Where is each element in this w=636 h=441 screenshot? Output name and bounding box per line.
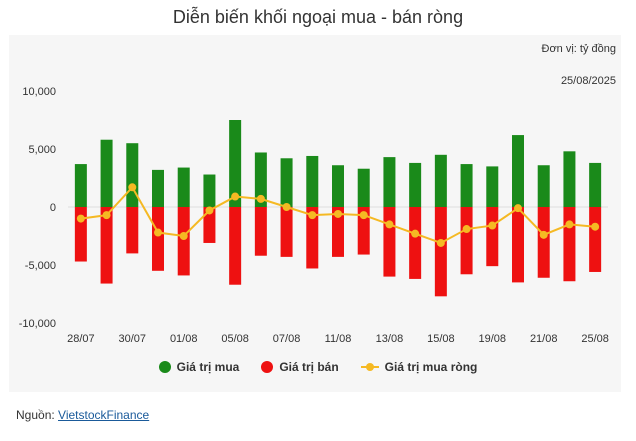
x-tick-label: 25/08: [581, 333, 609, 345]
source-prefix: Nguồn:: [16, 408, 59, 422]
buy-bar: [229, 120, 242, 207]
y-tick-label: 10,000: [22, 86, 56, 98]
net-point: [308, 211, 317, 220]
sell-bar: [229, 207, 242, 285]
buy-bar: [589, 162, 602, 207]
chart-title: Diễn biến khối ngoại mua - bán ròng: [172, 7, 464, 27]
net-point: [128, 183, 137, 192]
sell-bar: [100, 207, 113, 284]
net-point: [205, 206, 214, 215]
net-point: [76, 214, 85, 223]
net-point: [154, 228, 162, 237]
sell-swatch-icon: [261, 361, 274, 373]
sell-bar: [383, 207, 396, 277]
y-tick-label: 5,000: [28, 144, 56, 156]
y-tick-label: -10,000: [19, 318, 56, 330]
net-point: [462, 225, 471, 234]
sell-bar: [589, 207, 602, 272]
buy-bar: [74, 164, 87, 207]
buy-swatch-icon: [158, 361, 171, 373]
x-tick-label: 13/08: [376, 333, 404, 345]
sell-bar: [126, 207, 139, 254]
source-note: Nguồn: VietstockFinance: [16, 408, 149, 422]
net-point: [514, 204, 522, 213]
net-point: [102, 211, 111, 220]
buy-bar: [434, 154, 447, 207]
net-point: [256, 194, 265, 203]
source-link[interactable]: VietstockFinance: [58, 408, 150, 422]
buy-bar: [563, 151, 576, 207]
buy-bar: [306, 155, 319, 207]
buy-bar: [203, 174, 216, 207]
x-tick-label: 05/08: [221, 333, 249, 345]
legend-item-net[interactable]: Giá trị mua ròng: [360, 360, 478, 374]
x-tick-label: 15/08: [427, 333, 455, 345]
net-point: [334, 209, 342, 218]
net-point: [591, 222, 600, 231]
y-tick-label: 0: [50, 202, 56, 214]
sell-bar: [486, 207, 499, 267]
legend-item-buy[interactable]: Giá trị mua: [158, 360, 240, 374]
x-tick-label: 07/08: [273, 333, 301, 345]
net-point: [411, 229, 420, 238]
net-point: [488, 221, 497, 230]
sell-bar: [254, 207, 267, 256]
sell-bar: [357, 207, 370, 255]
x-tick-label: 01/08: [170, 333, 198, 345]
sell-bar: [409, 207, 422, 279]
sell-bar: [460, 207, 473, 275]
buy-bar: [460, 164, 473, 207]
buy-bar: [383, 157, 396, 207]
date-label: 25/08/2025: [560, 75, 616, 87]
sell-bar: [203, 207, 216, 243]
buy-bar: [486, 166, 499, 207]
net-point: [231, 192, 240, 201]
buy-bar: [126, 143, 139, 207]
net-point: [359, 211, 368, 220]
sell-bar: [537, 207, 550, 278]
x-tick-label: 30/07: [119, 333, 147, 345]
legend-label-sell: Giá trị bán: [279, 360, 339, 374]
x-tick-label: 11/08: [325, 333, 352, 345]
sell-bar: [512, 207, 524, 283]
buy-bar: [409, 162, 422, 207]
buy-bar: [152, 169, 164, 207]
sell-bar: [152, 207, 164, 271]
net-point: [282, 203, 291, 211]
buy-bar: [537, 165, 550, 207]
buy-bar: [357, 168, 370, 207]
legend: Giá trị mua Giá trị bán Giá trị mua ròng: [0, 360, 636, 374]
buy-bar: [332, 165, 344, 207]
sell-bar: [434, 207, 447, 297]
sell-bar: [306, 207, 319, 269]
net-point: [436, 238, 445, 247]
buy-bar: [280, 158, 293, 207]
x-tick-label: 21/08: [530, 333, 558, 345]
sell-bar: [177, 207, 190, 276]
y-tick-label: -5,000: [25, 260, 56, 272]
net-point: [565, 220, 574, 229]
unit-label: Đơn vị: tỷ đồng: [541, 43, 616, 55]
sell-bar: [332, 207, 344, 257]
buy-bar: [100, 139, 113, 207]
buy-bar: [177, 167, 190, 207]
net-point: [179, 232, 188, 240]
net-point: [539, 230, 548, 239]
buy-bar: [254, 152, 267, 207]
legend-item-sell[interactable]: Giá trị bán: [261, 360, 339, 374]
net-point: [385, 220, 394, 229]
sell-bar: [563, 207, 576, 282]
x-tick-label: 28/07: [67, 333, 95, 345]
x-tick-label: 19/08: [479, 333, 507, 345]
legend-label-buy: Giá trị mua: [176, 360, 240, 374]
legend-label-net: Giá trị mua ròng: [384, 360, 478, 374]
net-line-swatch-icon: [360, 361, 379, 373]
buy-bar: [512, 135, 524, 207]
sell-bar: [280, 207, 293, 257]
